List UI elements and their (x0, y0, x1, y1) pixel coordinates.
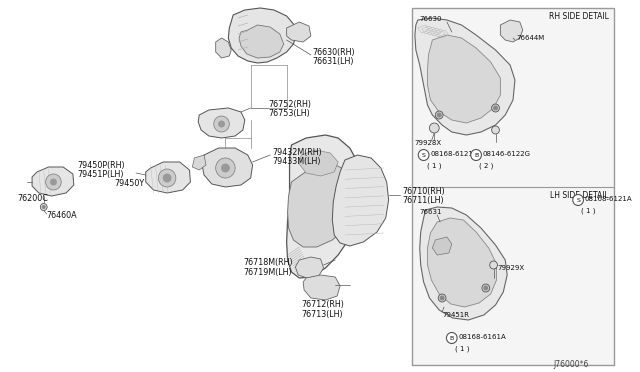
Polygon shape (433, 237, 452, 255)
Text: 76200C: 76200C (17, 193, 49, 202)
Text: 76630(RH): 76630(RH) (313, 48, 355, 57)
Polygon shape (420, 207, 507, 320)
Text: 76752(RH): 76752(RH) (268, 99, 311, 109)
Text: ( 1 ): ( 1 ) (581, 207, 595, 214)
Text: ( 2 ): ( 2 ) (479, 162, 493, 169)
Circle shape (447, 333, 457, 343)
Text: 79450P(RH): 79450P(RH) (77, 160, 125, 170)
Polygon shape (415, 18, 515, 135)
Text: S: S (576, 198, 580, 202)
Text: 76711(LH): 76711(LH) (403, 196, 444, 205)
Circle shape (40, 203, 47, 211)
Text: 76644M: 76644M (516, 35, 544, 41)
Circle shape (158, 169, 176, 187)
Text: 08146-6122G: 08146-6122G (483, 151, 531, 157)
Polygon shape (500, 20, 523, 42)
Polygon shape (198, 108, 245, 138)
Text: 79928X: 79928X (415, 140, 442, 146)
Circle shape (214, 116, 229, 132)
Text: B: B (474, 153, 478, 157)
Polygon shape (303, 275, 340, 300)
Circle shape (492, 104, 499, 112)
Circle shape (493, 106, 497, 110)
Text: 08168-6121A: 08168-6121A (431, 151, 478, 157)
Text: 79450Y: 79450Y (115, 179, 145, 187)
Polygon shape (228, 8, 296, 63)
Polygon shape (32, 167, 74, 196)
Text: 08168-6161A: 08168-6161A (459, 334, 506, 340)
Polygon shape (216, 38, 231, 58)
Circle shape (471, 150, 481, 160)
Text: 76710(RH): 76710(RH) (403, 186, 445, 196)
Circle shape (492, 126, 499, 134)
Circle shape (163, 174, 171, 182)
Circle shape (45, 174, 61, 190)
Polygon shape (146, 162, 191, 193)
Text: B: B (450, 336, 454, 340)
Polygon shape (287, 135, 362, 278)
Text: 76712(RH): 76712(RH) (301, 301, 344, 310)
Circle shape (221, 164, 229, 172)
Text: 79929X: 79929X (497, 265, 525, 271)
Polygon shape (428, 35, 500, 123)
Polygon shape (428, 218, 497, 307)
Text: 79433M(LH): 79433M(LH) (272, 157, 321, 166)
Text: RH SIDE DETAIL: RH SIDE DETAIL (549, 12, 609, 21)
Circle shape (42, 205, 45, 208)
Text: 79451R: 79451R (442, 312, 469, 318)
Text: 76631: 76631 (420, 209, 442, 215)
Text: 76718M(RH): 76718M(RH) (243, 259, 292, 267)
Circle shape (216, 158, 235, 178)
Polygon shape (332, 155, 388, 246)
Text: 76460A: 76460A (47, 211, 77, 219)
Text: LH SIDE DETAIL: LH SIDE DETAIL (550, 191, 609, 200)
Text: 76719M(LH): 76719M(LH) (243, 267, 292, 276)
Circle shape (438, 294, 446, 302)
Circle shape (429, 123, 439, 133)
Polygon shape (300, 150, 338, 176)
Circle shape (573, 195, 584, 205)
Circle shape (440, 296, 444, 300)
Circle shape (482, 284, 490, 292)
Circle shape (219, 121, 225, 127)
Text: J76000*6: J76000*6 (554, 360, 589, 369)
Polygon shape (287, 163, 356, 247)
Text: 76753(LH): 76753(LH) (268, 109, 310, 118)
Text: 76713(LH): 76713(LH) (301, 310, 343, 318)
Circle shape (435, 111, 443, 119)
Circle shape (437, 113, 441, 117)
Polygon shape (239, 25, 284, 58)
Polygon shape (296, 257, 324, 278)
Polygon shape (193, 155, 206, 170)
Circle shape (51, 179, 56, 185)
Circle shape (490, 261, 497, 269)
Circle shape (419, 150, 429, 160)
Text: 79451P(LH): 79451P(LH) (77, 170, 124, 179)
Text: 79432M(RH): 79432M(RH) (272, 148, 322, 157)
Text: 76630: 76630 (420, 16, 442, 22)
Text: S: S (422, 153, 426, 157)
Polygon shape (202, 148, 253, 187)
Circle shape (484, 286, 488, 290)
FancyBboxPatch shape (412, 8, 614, 365)
Text: ( 1 ): ( 1 ) (454, 345, 469, 352)
Polygon shape (287, 22, 311, 42)
Text: 08168-6121A: 08168-6121A (585, 196, 632, 202)
Text: 76631(LH): 76631(LH) (313, 57, 355, 65)
Text: ( 1 ): ( 1 ) (426, 162, 441, 169)
